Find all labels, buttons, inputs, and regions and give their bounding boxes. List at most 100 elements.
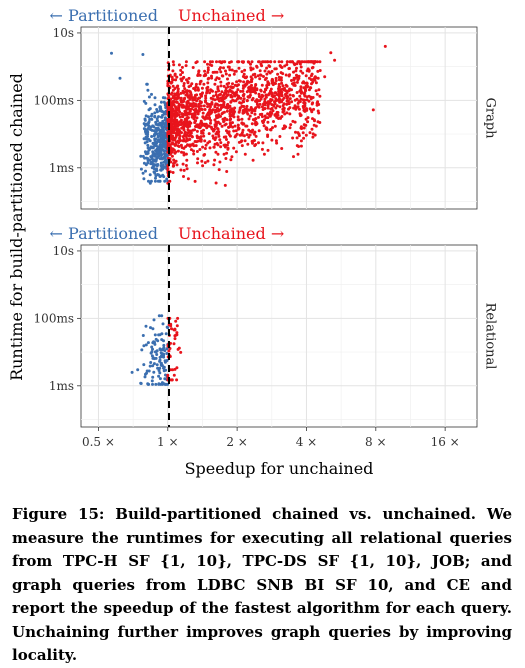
- x-tick-label: 1 ×: [157, 435, 179, 449]
- data-point-unchained: [257, 115, 260, 119]
- data-point-unchained: [214, 181, 218, 185]
- data-point-unchained: [212, 129, 215, 133]
- data-point-unchained: [309, 97, 313, 101]
- data-point-partitioned: [145, 140, 149, 144]
- data-point-unchained: [316, 69, 320, 73]
- data-point-unchained: [291, 94, 295, 97]
- data-point-unchained: [226, 85, 230, 89]
- data-point-unchained: [171, 171, 175, 174]
- data-point-unchained: [304, 123, 308, 127]
- data-point-unchained: [222, 120, 226, 124]
- data-point-unchained: [171, 84, 175, 88]
- data-point-unchained: [299, 65, 303, 69]
- data-point-unchained: [285, 91, 289, 95]
- data-point-unchained: [235, 84, 239, 88]
- data-point-unchained: [263, 90, 266, 94]
- data-point-partitioned: [164, 332, 168, 336]
- data-point-partitioned: [150, 379, 154, 383]
- data-point-unchained: [257, 141, 260, 145]
- data-point-unchained: [250, 60, 254, 64]
- data-point-unchained: [203, 108, 207, 111]
- data-point-unchained: [259, 88, 263, 92]
- y-tick-label: 1ms: [49, 161, 74, 175]
- data-point-unchained: [318, 60, 322, 64]
- data-point-unchained: [230, 95, 234, 99]
- data-point-unchained: [209, 88, 213, 92]
- data-point-unchained: [188, 130, 192, 134]
- data-point-partitioned: [159, 168, 163, 172]
- data-point-unchained: [174, 106, 178, 110]
- data-point-unchained: [175, 331, 179, 335]
- panel-graph: ← Partitioned Unchained → 1ms 100ms 10s Gr…: [34, 6, 501, 210]
- data-point-unchained: [248, 89, 252, 93]
- data-point-unchained: [309, 60, 313, 64]
- data-point-unchained: [264, 76, 268, 80]
- data-point-unchained: [182, 153, 186, 157]
- data-point-unchained: [202, 116, 206, 120]
- data-point-partitioned: [154, 149, 157, 153]
- data-point-unchained: [311, 135, 315, 139]
- data-point-unchained: [236, 115, 240, 119]
- data-point-unchained: [196, 74, 200, 77]
- data-point-partitioned: [157, 314, 161, 318]
- data-point-unchained: [185, 158, 189, 162]
- data-point-partitioned: [160, 332, 164, 336]
- data-point-unchained: [178, 136, 181, 140]
- data-point-unchained: [176, 144, 180, 148]
- data-point-unchained: [177, 141, 181, 145]
- data-point-unchained: [178, 123, 182, 127]
- data-point-unchained: [188, 124, 192, 128]
- data-point-unchained: [178, 115, 182, 119]
- data-point-unchained: [288, 112, 292, 116]
- data-point-unchained: [173, 138, 177, 142]
- data-point-unchained: [279, 76, 283, 80]
- data-point-unchained: [261, 94, 265, 98]
- data-point-unchained: [184, 93, 188, 97]
- data-point-unchained: [200, 108, 204, 111]
- data-point-partitioned: [146, 150, 150, 154]
- data-point-partitioned: [153, 333, 157, 337]
- data-point-unchained: [274, 91, 278, 95]
- data-point-partitioned: [144, 114, 148, 118]
- data-point-unchained: [212, 163, 216, 167]
- data-point-partitioned: [139, 167, 143, 171]
- data-point-unchained: [274, 67, 278, 71]
- data-point-unchained: [263, 69, 267, 73]
- data-point-unchained: [309, 86, 313, 90]
- data-point-partitioned: [148, 146, 152, 150]
- data-point-unchained: [220, 61, 223, 65]
- data-point-unchained: [214, 124, 218, 128]
- data-point-unchained: [203, 72, 207, 76]
- data-point-unchained: [210, 74, 213, 78]
- data-point-unchained: [301, 98, 305, 102]
- data-point-unchained: [219, 80, 223, 84]
- data-point-unchained: [197, 109, 201, 113]
- data-point-unchained: [257, 92, 261, 96]
- data-point-unchained: [184, 152, 188, 156]
- data-point-partitioned: [158, 134, 162, 138]
- data-point-unchained: [228, 68, 232, 72]
- data-point-unchained: [293, 98, 297, 102]
- data-point-unchained: [294, 107, 298, 111]
- figure-caption: Figure 15: Build-partitioned chained vs.…: [12, 505, 512, 664]
- data-point-partitioned: [148, 173, 152, 177]
- data-point-unchained: [172, 94, 175, 98]
- y-ticks-relational: 1ms 100ms 10s: [34, 244, 81, 393]
- data-point-unchained: [282, 109, 286, 113]
- annotation-partitioned: ← Partitioned: [50, 224, 158, 243]
- data-point-unchained: [226, 77, 229, 81]
- data-point-unchained: [294, 69, 298, 73]
- data-point-partitioned: [152, 163, 156, 166]
- data-point-unchained: [316, 76, 320, 80]
- data-point-unchained: [216, 87, 220, 91]
- data-point-unchained: [266, 133, 270, 137]
- data-point-partitioned: [158, 143, 162, 147]
- data-point-unchained: [243, 108, 247, 112]
- data-point-unchained: [201, 111, 205, 115]
- data-point-unchained: [304, 117, 308, 121]
- data-point-unchained: [179, 168, 183, 172]
- data-point-unchained: [250, 98, 254, 102]
- data-point-unchained: [305, 98, 309, 102]
- data-point-unchained: [248, 85, 251, 89]
- data-point-partitioned: [162, 346, 166, 350]
